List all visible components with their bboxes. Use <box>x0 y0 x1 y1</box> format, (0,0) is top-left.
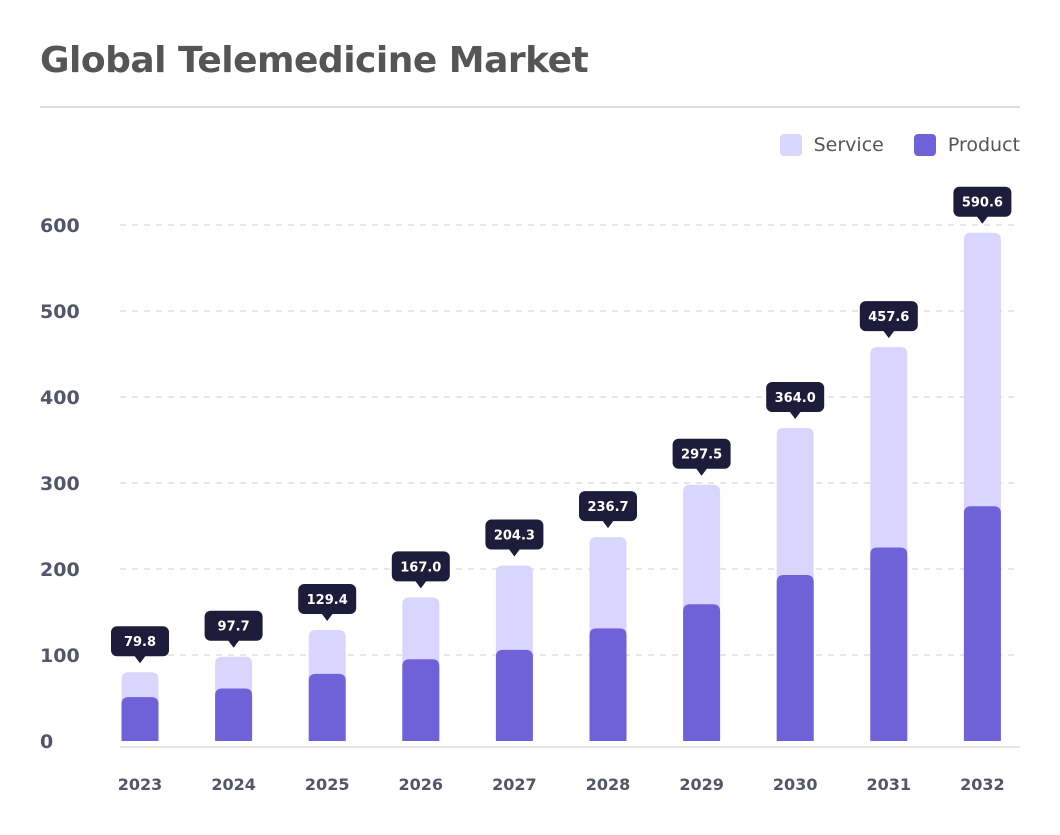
data-label: 590.6 <box>962 196 1003 211</box>
x-tick-label: 2031 <box>867 775 912 794</box>
x-tick-label: 2023 <box>118 775 163 794</box>
bar-product <box>870 547 908 741</box>
value-tag-pointer <box>695 467 708 476</box>
value-tag <box>298 584 357 615</box>
value-tag-pointer <box>508 548 521 557</box>
value-tag-pointer <box>321 613 334 622</box>
value-tag <box>485 519 544 550</box>
x-tick-label: 2024 <box>211 775 256 794</box>
value-tag-pointer <box>414 580 427 589</box>
legend-label-product: Product <box>947 134 1020 156</box>
y-tick-label: 100 <box>40 645 80 667</box>
data-label: 236.7 <box>587 500 628 515</box>
x-tick-label: 2025 <box>305 775 350 794</box>
bar-product <box>495 649 533 741</box>
x-tick-label: 2027 <box>492 775 537 794</box>
chart-title: Global Telemedicine Market <box>40 40 589 81</box>
data-label: 457.6 <box>868 310 909 325</box>
value-tag <box>579 491 637 522</box>
x-tick-label: 2028 <box>586 775 631 794</box>
value-tag-pointer <box>602 520 614 529</box>
bar-product <box>121 697 159 741</box>
y-tick-label: 400 <box>40 387 80 409</box>
value-tag-pointer <box>976 215 989 224</box>
data-label: 97.7 <box>218 620 250 635</box>
legend-swatch-service <box>779 134 802 156</box>
bar-product <box>215 688 253 741</box>
bar-product <box>776 575 814 741</box>
y-tick-label: 0 <box>40 731 53 753</box>
value-tag <box>391 551 450 582</box>
value-tag <box>111 626 169 657</box>
value-tag <box>672 438 731 469</box>
y-tick-label: 200 <box>40 559 80 581</box>
data-label: 79.8 <box>124 635 156 650</box>
bar-product <box>963 506 1001 741</box>
legend-swatch-product <box>913 134 936 156</box>
bar-product <box>308 673 346 741</box>
title-divider <box>40 106 1020 108</box>
legend-item-product: Product <box>913 134 1020 156</box>
y-tick-label: 500 <box>40 301 80 323</box>
data-label: 297.5 <box>681 448 722 463</box>
x-tick-label: 2032 <box>960 775 1005 794</box>
y-tick-label: 600 <box>40 215 80 237</box>
value-tag <box>204 610 263 641</box>
y-tick-label: 300 <box>40 473 80 495</box>
value-tag-pointer <box>789 410 802 419</box>
legend-item-service: Service <box>779 134 884 156</box>
bar-product <box>683 604 721 741</box>
data-label: 204.3 <box>494 529 535 544</box>
x-tick-label: 2026 <box>399 775 444 794</box>
value-tag <box>766 381 825 412</box>
data-label: 129.4 <box>307 593 348 608</box>
x-tick-label: 2030 <box>773 775 818 794</box>
bar-product <box>402 659 440 741</box>
legend-label-service: Service <box>813 134 884 156</box>
legend: Service Product <box>779 134 1020 156</box>
value-tag-pointer <box>882 330 895 339</box>
data-label: 364.0 <box>775 391 816 406</box>
data-label: 167.0 <box>400 560 441 575</box>
value-tag <box>859 301 918 332</box>
x-tick-label: 2029 <box>679 775 724 794</box>
value-tag-pointer <box>134 655 146 664</box>
value-tag <box>953 186 1012 217</box>
value-tag-pointer <box>227 639 240 648</box>
bar-product <box>589 628 627 741</box>
